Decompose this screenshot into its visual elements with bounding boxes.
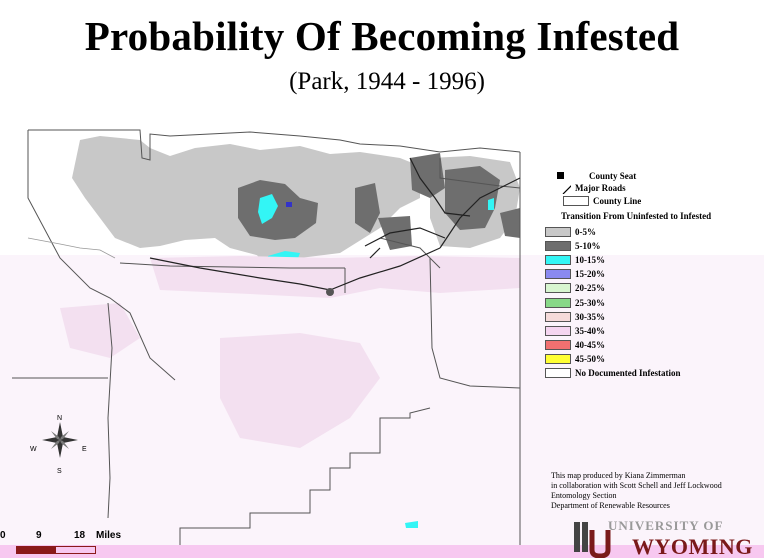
county-seat-marker [326,288,334,296]
scale-bar: 0 9 18 Miles [0,530,140,558]
logo-mark-icon [574,522,611,558]
map-legend: County Seat Major Roads County Line Tran… [545,168,764,378]
compass-s: S [57,468,62,475]
legend-label: County Line [593,196,642,206]
legend-label: Major Roads [575,183,626,193]
legend-swatch [545,227,571,237]
credit-line: in collaboration with Scott Schell and J… [551,481,722,490]
legend-county-seat: County Seat [545,171,636,181]
legend-swatch [545,339,571,350]
legend-class-label: 35-40% [575,325,605,336]
legend-class-row: 15-20% [545,269,605,280]
legend-swatch [545,368,571,378]
county-seat-icon [557,172,564,179]
credit-line: Entomology Section [551,491,617,500]
compass-n: N [57,415,62,422]
legend-class-row: 5-10% [545,241,601,252]
scale-label-18: 18 [74,530,86,541]
county-lines [12,129,521,548]
legend-heading: Transition From Uninfested to Infested [561,211,712,221]
map-credits: This map produced by Kiana Zimmerman in … [551,471,722,511]
legend-swatch [545,241,571,252]
legend-label: County Seat [589,171,637,181]
legend-class-row: 10-15% [545,255,605,266]
compass-w: W [30,446,37,453]
legend-swatch [545,325,571,336]
legend-class-label: 25-30% [575,297,605,308]
bottom-strip [0,545,764,558]
legend-swatch [545,283,571,294]
class-15-20-patch [286,202,292,207]
legend-class-row: 0-5% [545,227,596,237]
logo-university-text: UNIVERSITY OF [608,518,724,533]
legend-class-label: 10-15% [575,255,605,266]
legend-class-row: 30-35% [545,311,605,322]
legend-class-label: 40-45% [575,339,605,350]
map-background-band [0,255,764,558]
map-subtitle: (Park, 1944 - 1996) [289,68,485,95]
legend-class-label: 45-50% [575,353,605,364]
legend-class-row: 40-45% [545,339,605,350]
credit-line: Department of Renewable Resources [551,501,670,510]
scale-bar-graphic [16,546,96,554]
logo-wyoming-text: WYOMING [632,534,753,559]
legend-class-row: 45-50% [545,353,605,364]
legend-class-row: No Documented Infestation [545,368,681,378]
county-line-swatch [563,196,589,206]
legend-swatch [545,311,571,322]
legend-class-label: 5-10% [575,241,601,252]
class-5-10-patches [238,153,520,250]
legend-class-row: 25-30% [545,297,605,308]
legend-swatch [545,353,571,364]
scale-label-0: 0 [0,530,6,541]
compass-e: E [82,446,87,453]
university-logo: UNIVERSITY OF WYOMING [570,516,764,559]
legend-class-label: No Documented Infestation [575,368,681,378]
major-roads [149,157,521,291]
legend-class-row: 20-25% [545,283,605,294]
map-title: Probability Of Becoming Infested [84,13,680,59]
legend-swatch [545,269,571,280]
county-map: N S W E [12,129,521,548]
legend-swatch [545,297,571,308]
scale-unit: Miles [96,530,122,541]
scale-label-9: 9 [36,530,42,541]
class-35-40-patches [60,256,520,448]
credit-line: This map produced by Kiana Zimmerman [551,471,686,480]
legend-swatch [545,255,571,266]
legend-class-label: 0-5% [575,227,596,237]
legend-class-row: 35-40% [545,325,605,336]
legend-major-roads: Major Roads [545,182,626,194]
road-icon [562,185,571,194]
compass-rose: N S W E [30,415,87,475]
legend-class-label: 15-20% [575,269,605,280]
legend-county-line: County Line [545,196,641,206]
river-line [27,237,116,259]
legend-class-label: 30-35% [575,311,605,322]
legend-class-label: 20-25% [575,283,605,294]
